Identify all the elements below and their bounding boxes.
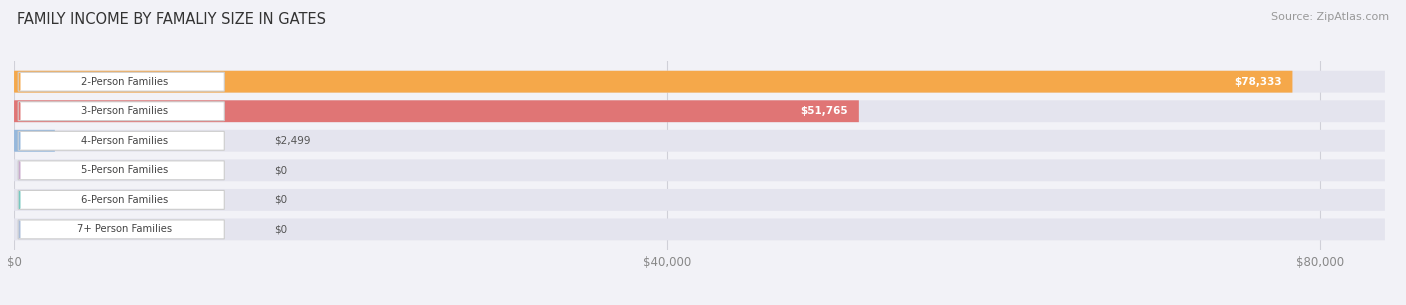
Text: $51,765: $51,765 <box>800 106 848 116</box>
FancyBboxPatch shape <box>18 72 225 91</box>
FancyBboxPatch shape <box>18 190 225 209</box>
FancyBboxPatch shape <box>14 160 1385 181</box>
Text: 5-Person Families: 5-Person Families <box>80 165 169 175</box>
Text: 2-Person Families: 2-Person Families <box>80 77 169 87</box>
Text: 4-Person Families: 4-Person Families <box>82 136 167 146</box>
FancyBboxPatch shape <box>14 130 1385 152</box>
FancyBboxPatch shape <box>14 100 1385 122</box>
Text: $2,499: $2,499 <box>274 136 311 146</box>
FancyBboxPatch shape <box>14 130 55 152</box>
FancyBboxPatch shape <box>14 100 859 122</box>
Text: $0: $0 <box>274 224 288 235</box>
Text: 6-Person Families: 6-Person Families <box>80 195 169 205</box>
Text: $78,333: $78,333 <box>1234 77 1281 87</box>
FancyBboxPatch shape <box>14 71 1292 93</box>
FancyBboxPatch shape <box>18 161 225 180</box>
FancyBboxPatch shape <box>14 218 1385 240</box>
FancyBboxPatch shape <box>18 220 225 239</box>
Text: Source: ZipAtlas.com: Source: ZipAtlas.com <box>1271 12 1389 22</box>
Text: $0: $0 <box>274 165 288 175</box>
FancyBboxPatch shape <box>14 189 1385 211</box>
FancyBboxPatch shape <box>14 71 1385 93</box>
FancyBboxPatch shape <box>18 131 225 150</box>
FancyBboxPatch shape <box>18 102 225 121</box>
Text: 7+ Person Families: 7+ Person Families <box>77 224 172 235</box>
Text: FAMILY INCOME BY FAMALIY SIZE IN GATES: FAMILY INCOME BY FAMALIY SIZE IN GATES <box>17 12 326 27</box>
Text: 3-Person Families: 3-Person Families <box>82 106 167 116</box>
Text: $0: $0 <box>274 195 288 205</box>
